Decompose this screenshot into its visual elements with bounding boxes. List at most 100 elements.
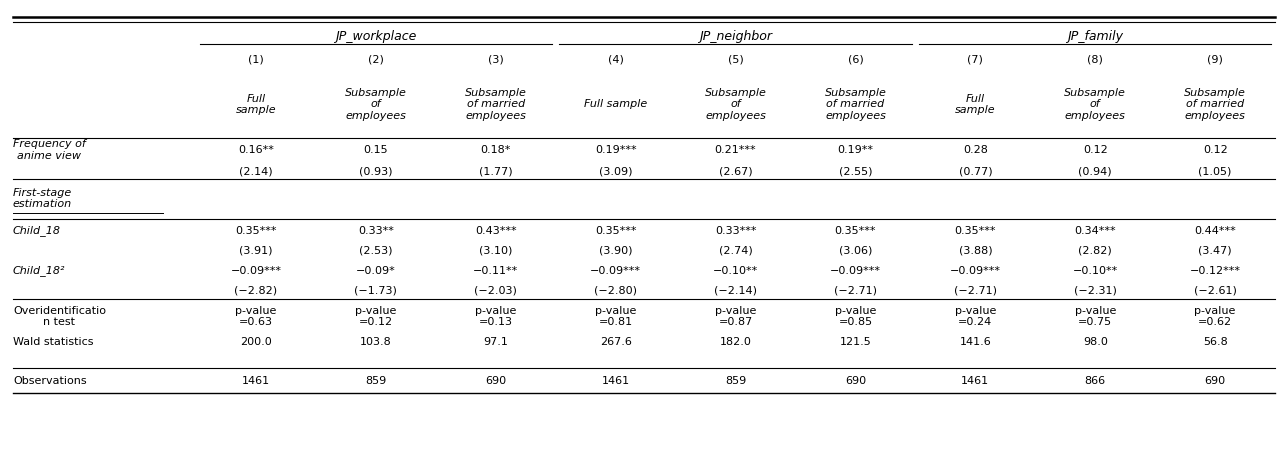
Text: (0.93): (0.93) xyxy=(359,166,393,176)
Text: (3.47): (3.47) xyxy=(1198,245,1233,255)
Text: −0.11**: −0.11** xyxy=(473,265,518,275)
Text: (−2.03): (−2.03) xyxy=(474,285,516,295)
Text: JP_family: JP_family xyxy=(1068,30,1123,43)
Text: −0.09***: −0.09*** xyxy=(829,265,881,275)
Text: (9): (9) xyxy=(1207,54,1224,64)
Text: 1461: 1461 xyxy=(242,376,270,386)
Text: 182.0: 182.0 xyxy=(720,337,751,347)
Text: −0.09***: −0.09*** xyxy=(949,265,1001,275)
Text: −0.09***: −0.09*** xyxy=(590,265,641,275)
Text: 0.19***: 0.19*** xyxy=(595,145,636,155)
Text: p-value
=0.13: p-value =0.13 xyxy=(475,305,516,327)
Text: p-value
=0.75: p-value =0.75 xyxy=(1074,305,1115,327)
Text: (−2.61): (−2.61) xyxy=(1194,285,1236,295)
Text: Frequency of
anime view: Frequency of anime view xyxy=(13,139,85,161)
Text: Subsample
of married
employees: Subsample of married employees xyxy=(465,87,527,121)
Text: 0.18*: 0.18* xyxy=(480,145,511,155)
Text: 56.8: 56.8 xyxy=(1203,337,1227,347)
Text: 121.5: 121.5 xyxy=(840,337,871,347)
Text: p-value
=0.12: p-value =0.12 xyxy=(355,305,397,327)
Text: (−1.73): (−1.73) xyxy=(354,285,397,295)
Text: (3.09): (3.09) xyxy=(599,166,632,176)
Text: (2.53): (2.53) xyxy=(359,245,393,255)
Text: 859: 859 xyxy=(725,376,746,386)
Text: 0.43***: 0.43*** xyxy=(475,226,516,235)
Text: (3.06): (3.06) xyxy=(838,245,872,255)
Text: p-value
=0.85: p-value =0.85 xyxy=(835,305,876,327)
Text: Subsample
of
employees: Subsample of employees xyxy=(1064,87,1126,121)
Text: 0.12: 0.12 xyxy=(1203,145,1227,155)
Text: Overidentificatio
n test: Overidentificatio n test xyxy=(13,305,106,327)
Text: 0.33**: 0.33** xyxy=(358,226,394,235)
Text: 141.6: 141.6 xyxy=(960,337,992,347)
Text: First-stage
estimation: First-stage estimation xyxy=(13,187,72,209)
Text: 0.44***: 0.44*** xyxy=(1194,226,1236,235)
Text: Child_18²: Child_18² xyxy=(13,265,66,276)
Text: (−2.31): (−2.31) xyxy=(1074,285,1117,295)
Text: (1.77): (1.77) xyxy=(479,166,513,176)
Text: (3.10): (3.10) xyxy=(479,245,513,255)
Text: Observations: Observations xyxy=(13,376,86,386)
Text: 0.34***: 0.34*** xyxy=(1074,226,1117,235)
Text: Full
sample: Full sample xyxy=(236,93,276,115)
Text: Child_18: Child_18 xyxy=(13,225,61,236)
Text: (3.88): (3.88) xyxy=(958,245,992,255)
Text: Wald statistics: Wald statistics xyxy=(13,337,93,347)
Text: p-value
=0.87: p-value =0.87 xyxy=(715,305,756,327)
Text: (1): (1) xyxy=(249,54,264,64)
Text: (−2.71): (−2.71) xyxy=(954,285,997,295)
Text: 98.0: 98.0 xyxy=(1083,337,1108,347)
Text: 690: 690 xyxy=(845,376,866,386)
Text: (8): (8) xyxy=(1087,54,1104,64)
Text: 1461: 1461 xyxy=(961,376,989,386)
Text: (2.67): (2.67) xyxy=(719,166,752,176)
Text: 0.15: 0.15 xyxy=(363,145,388,155)
Text: 103.8: 103.8 xyxy=(359,337,392,347)
Text: 0.35***: 0.35*** xyxy=(954,226,996,235)
Text: 1461: 1461 xyxy=(601,376,630,386)
Text: Subsample
of married
employees: Subsample of married employees xyxy=(824,87,886,121)
Text: (2.74): (2.74) xyxy=(719,245,752,255)
Text: 0.16**: 0.16** xyxy=(238,145,274,155)
Text: (−2.71): (−2.71) xyxy=(833,285,877,295)
Text: (5): (5) xyxy=(728,54,743,64)
Text: 0.33***: 0.33*** xyxy=(715,226,756,235)
Text: (−2.14): (−2.14) xyxy=(714,285,757,295)
Text: Subsample
of
employees: Subsample of employees xyxy=(705,87,766,121)
Text: p-value
=0.81: p-value =0.81 xyxy=(595,305,636,327)
Text: 0.12: 0.12 xyxy=(1083,145,1108,155)
Text: −0.09***: −0.09*** xyxy=(231,265,281,275)
Text: (3.91): (3.91) xyxy=(240,245,273,255)
Text: 200.0: 200.0 xyxy=(240,337,272,347)
Text: Full
sample: Full sample xyxy=(954,93,996,115)
Text: −0.10**: −0.10** xyxy=(712,265,759,275)
Text: 690: 690 xyxy=(486,376,506,386)
Text: Subsample
of married
employees: Subsample of married employees xyxy=(1184,87,1245,121)
Text: Full sample: Full sample xyxy=(583,99,648,109)
Text: p-value
=0.62: p-value =0.62 xyxy=(1194,305,1236,327)
Text: 690: 690 xyxy=(1204,376,1226,386)
Text: (1.05): (1.05) xyxy=(1198,166,1231,176)
Text: 97.1: 97.1 xyxy=(483,337,509,347)
Text: 0.19**: 0.19** xyxy=(837,145,873,155)
Text: JP_neighbor: JP_neighbor xyxy=(699,30,772,43)
Text: 0.28: 0.28 xyxy=(963,145,988,155)
Text: Subsample
of
employees: Subsample of employees xyxy=(345,87,407,121)
Text: (3): (3) xyxy=(488,54,504,64)
Text: (−2.82): (−2.82) xyxy=(234,285,277,295)
Text: (6): (6) xyxy=(848,54,863,64)
Text: (3.90): (3.90) xyxy=(599,245,632,255)
Text: −0.10**: −0.10** xyxy=(1073,265,1118,275)
Text: −0.09*: −0.09* xyxy=(355,265,395,275)
Text: −0.12***: −0.12*** xyxy=(1190,265,1240,275)
Text: 0.35***: 0.35*** xyxy=(236,226,277,235)
Text: JP_workplace: JP_workplace xyxy=(335,30,416,43)
Text: p-value
=0.24: p-value =0.24 xyxy=(954,305,996,327)
Text: (2.55): (2.55) xyxy=(838,166,872,176)
Text: 267.6: 267.6 xyxy=(600,337,631,347)
Text: 0.35***: 0.35*** xyxy=(835,226,876,235)
Text: (4): (4) xyxy=(608,54,623,64)
Text: (2.14): (2.14) xyxy=(240,166,273,176)
Text: (0.77): (0.77) xyxy=(958,166,992,176)
Text: 859: 859 xyxy=(366,376,386,386)
